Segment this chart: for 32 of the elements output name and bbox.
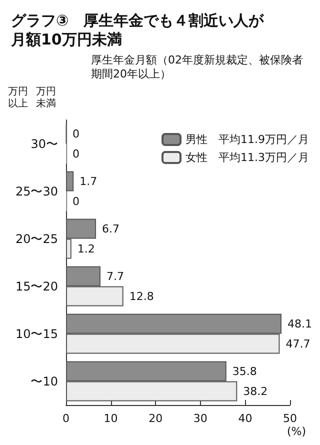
data-label: 38.2 — [243, 384, 268, 398]
x-tick-label: 40 — [238, 412, 252, 425]
x-tick-label: 20 — [148, 412, 163, 425]
data-label: 0 — [72, 194, 80, 208]
legend-label: 男性 平均11.9万円／月 — [186, 133, 310, 146]
data-label: 47.7 — [286, 337, 310, 350]
chart-subtitle: 厚生年金月額（02年度新規裁定、被保険者期間20年以上） — [91, 54, 303, 80]
y-tick-label: 10〜15 — [15, 326, 58, 341]
data-label: 0 — [72, 147, 80, 160]
y-tick-label: 20〜25 — [15, 232, 58, 246]
data-label: 35.8 — [232, 364, 257, 378]
data-label: 6.7 — [102, 222, 120, 236]
x-tick-label: 30 — [193, 412, 208, 425]
data-label: 12.8 — [129, 290, 154, 303]
bar — [66, 171, 74, 192]
data-label: 1.7 — [80, 174, 98, 188]
chart-title: グラフ③ 厚生年金でも４割近い人が月額10万円未満 — [10, 12, 265, 48]
data-label: 48.1 — [287, 317, 312, 330]
data-label: 1.2 — [77, 242, 95, 256]
text: 万円以上 — [8, 86, 28, 110]
legend-label: 女性 平均11.3万円／月 — [186, 151, 310, 164]
x-tick-label: 50 — [283, 412, 297, 425]
x-tick-label: 10 — [104, 412, 118, 425]
x-tick-label: 0 — [62, 412, 70, 425]
data-label: 7.7 — [106, 270, 124, 283]
y-tick-label: 〜10 — [30, 374, 58, 388]
y-tick-label: 25〜30 — [15, 184, 58, 198]
text: 万円未満 — [36, 86, 56, 110]
data-label: 0 — [72, 127, 80, 140]
y-tick-label: 15〜20 — [15, 279, 58, 294]
y-tick-label: 30〜 — [30, 136, 58, 151]
x-axis-title: (%) — [286, 425, 306, 438]
